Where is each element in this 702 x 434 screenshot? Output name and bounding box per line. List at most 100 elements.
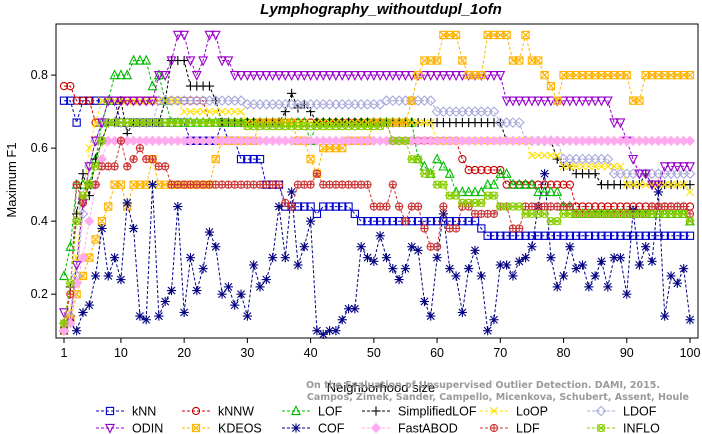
data-point-knn <box>666 231 676 240</box>
data-point-cof <box>147 180 158 190</box>
data-point-inflo <box>546 217 556 226</box>
y-axis-label: Maximum F1 <box>4 142 19 217</box>
data-point-knn <box>496 231 505 240</box>
data-point-ldf <box>72 180 81 189</box>
data-point-knn <box>635 231 644 240</box>
data-point-ldof <box>513 117 525 128</box>
data-point-lof <box>514 178 525 189</box>
data-point-fastabod <box>84 215 95 227</box>
data-point-knn <box>572 231 581 240</box>
data-point-cof <box>103 271 113 281</box>
data-point-knn <box>546 231 556 240</box>
data-point-cof <box>451 271 461 281</box>
data-point-odin <box>526 96 537 107</box>
data-point-odin <box>286 70 297 81</box>
x-tick-label: 40 <box>304 346 318 360</box>
data-point-inflo <box>552 217 562 226</box>
series-line-ldof <box>63 100 690 331</box>
legend-label-ldof: LDOF <box>623 405 657 419</box>
x-tick-label: 70 <box>493 346 507 360</box>
data-point-lof <box>432 153 443 164</box>
data-point-inflo <box>514 202 524 211</box>
data-point-cof <box>584 282 594 292</box>
data-point-knn <box>413 217 423 226</box>
data-point-inflo <box>476 198 486 208</box>
data-point-odin <box>236 70 247 81</box>
data-point-loop <box>565 162 574 171</box>
data-point-lof <box>438 160 449 171</box>
data-point-simplifiedlof <box>293 103 303 113</box>
data-point-kdeos <box>211 154 220 164</box>
data-point-ldf <box>388 180 397 189</box>
data-point-cof <box>489 315 499 325</box>
data-point-cof <box>299 242 309 252</box>
data-point-lof <box>470 186 481 197</box>
data-point-loop <box>534 151 543 160</box>
data-point-cof <box>615 253 626 263</box>
data-point-odin <box>375 70 386 81</box>
data-point-odin <box>590 96 601 107</box>
data-point-ldf <box>432 242 442 251</box>
y-tick-label: 0.6 <box>31 141 48 155</box>
data-point-lof <box>507 178 518 189</box>
data-point-knn <box>432 217 442 226</box>
data-point-knn <box>679 231 688 240</box>
data-point-cof <box>653 187 663 197</box>
data-point-odin <box>520 96 531 107</box>
legend-item-ldof: LDOF <box>587 405 657 419</box>
data-point-lof <box>122 69 133 80</box>
data-point-cof <box>590 271 600 281</box>
data-point-odin <box>615 118 626 129</box>
data-point-kdeos <box>540 70 549 80</box>
data-point-cof <box>483 326 493 336</box>
data-point-kdeos <box>97 217 107 226</box>
legend-marker-ldf <box>489 423 499 433</box>
data-point-loop <box>673 180 682 189</box>
data-point-odin <box>255 70 266 81</box>
data-point-cof <box>211 242 221 252</box>
data-point-cof <box>198 264 208 274</box>
data-point-loop <box>584 162 593 171</box>
data-point-odin <box>501 96 512 107</box>
data-point-odin <box>134 96 145 107</box>
data-point-lof <box>488 178 499 189</box>
data-point-kdeos <box>515 56 524 65</box>
data-point-ldof <box>374 98 386 110</box>
data-point-knn <box>603 231 612 240</box>
data-point-loop <box>591 162 600 171</box>
data-point-loop <box>635 180 644 189</box>
data-point-cof <box>369 256 379 266</box>
data-point-cof <box>685 315 695 325</box>
data-point-ldof <box>602 153 614 165</box>
data-point-inflo <box>280 122 290 131</box>
data-point-cof <box>293 260 303 270</box>
data-point-knn <box>628 231 638 240</box>
data-point-knn <box>382 217 391 226</box>
data-point-knn <box>685 231 695 240</box>
data-point-lof <box>533 186 544 197</box>
data-point-odin <box>425 70 436 81</box>
data-point-ldf <box>565 202 575 211</box>
data-point-kdeos <box>91 235 100 244</box>
data-point-ldf <box>135 143 145 153</box>
data-point-odin <box>71 260 82 271</box>
data-point-knnw <box>489 165 499 175</box>
data-point-loop <box>679 180 688 189</box>
data-point-knn <box>673 231 682 240</box>
data-point-loop <box>211 107 220 116</box>
data-point-cof <box>331 326 341 336</box>
data-point-cof <box>407 242 417 252</box>
data-point-kdeos <box>104 202 113 211</box>
data-point-knn <box>647 231 657 240</box>
series-cof <box>59 169 695 339</box>
data-point-knn <box>249 154 258 164</box>
data-point-lof <box>141 54 152 65</box>
chart-title: Lymphography_withoutdupl_1ofn <box>260 1 502 18</box>
legend-item-ldf: LDF <box>480 422 540 434</box>
data-point-ldof <box>425 95 437 107</box>
data-point-cof <box>476 271 486 281</box>
data-point-lof <box>457 186 468 197</box>
data-point-cof <box>84 300 94 310</box>
legend-marker-inflo <box>596 423 606 433</box>
data-point-kdeos <box>116 180 126 189</box>
